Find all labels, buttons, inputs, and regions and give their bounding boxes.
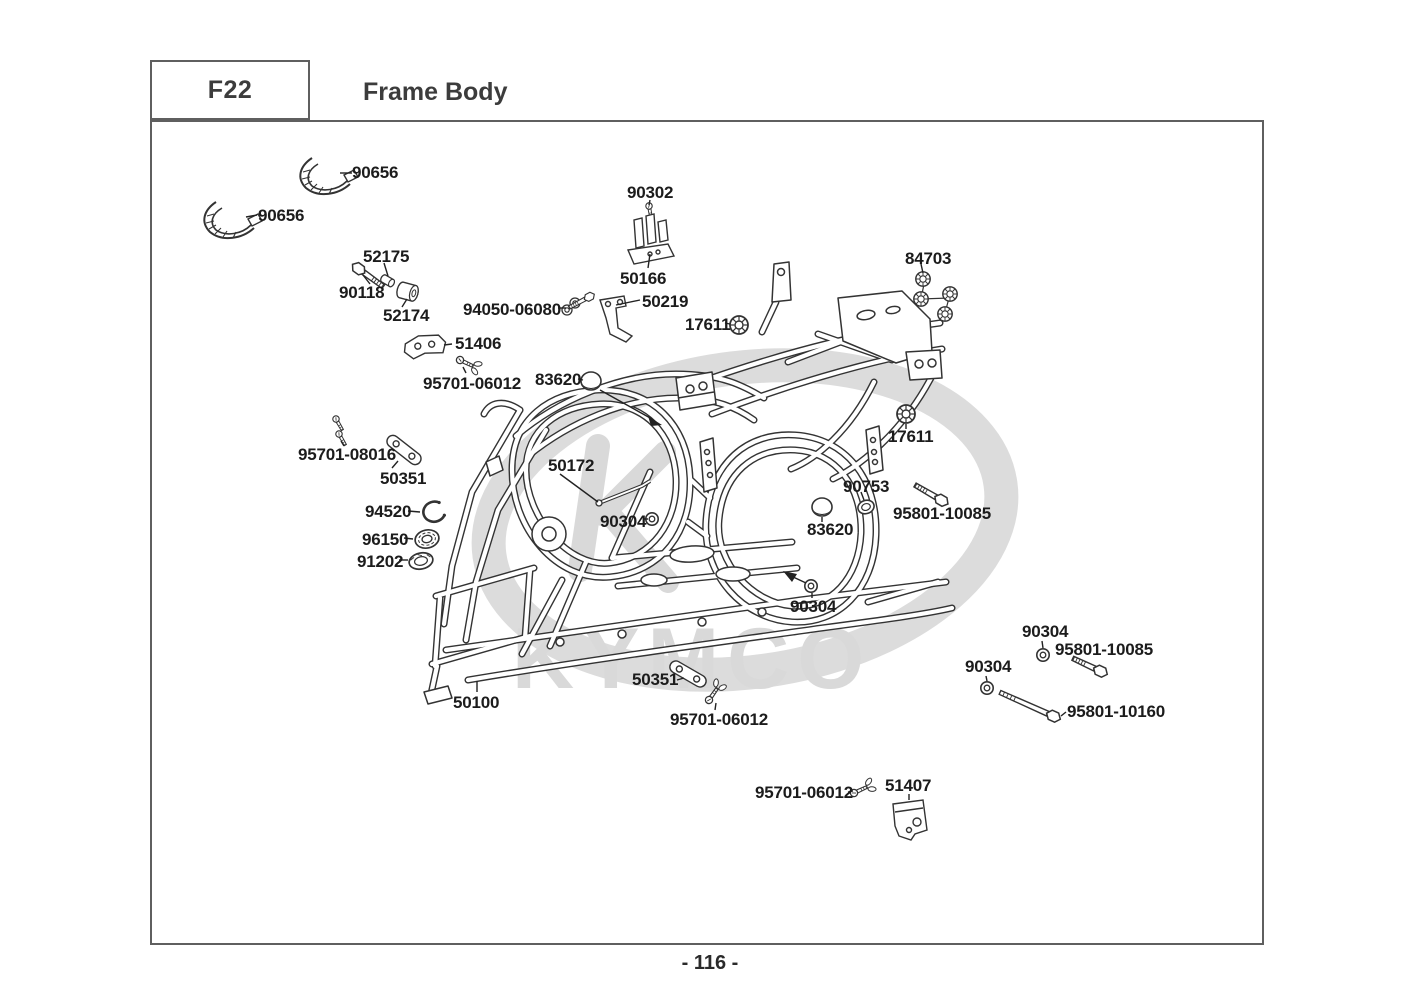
part-label-84703: 84703 [905,249,952,268]
section-code-box: F22 [150,60,310,120]
part-label-50166: 50166 [620,269,667,288]
part-label-95701-06012-2: 95701-06012 [670,710,769,729]
part-label-95801-10085-2: 95801-10085 [1055,640,1154,659]
part-label-90753: 90753 [843,477,890,496]
part-label-52175: 52175 [363,247,410,266]
plug-glyph-83620 [811,497,833,517]
clip-screw-glyph-95701-06012 [453,351,484,377]
seal-glyph-91202 [406,549,436,573]
part-label-50219: 50219 [642,292,689,311]
arrowheads [648,416,797,582]
cable-tie-glyph [299,157,359,196]
bushing-glyph-52174 [394,280,421,303]
part-label-90302: 90302 [627,183,674,202]
part-label-90656-2: 90656 [258,206,305,225]
part-label-83620-2: 83620 [807,520,854,539]
part-label-91202: 91202 [357,552,404,571]
plug-glyph-83620 [580,371,602,391]
part-label-95701-08016: 95701-08016 [298,445,397,464]
part-label-90304-4: 90304 [965,657,1012,676]
part-label-17611-1: 17611 [685,315,731,334]
part-label-94520: 94520 [365,502,412,521]
part-label-52174: 52174 [383,306,430,325]
leader-lines [245,172,1067,800]
part-label-95801-10160: 95801-10160 [1067,702,1166,721]
cable-tie-glyph [203,201,263,240]
part-label-90118: 90118 [339,283,385,302]
bearing-glyph-96150 [412,526,442,552]
part-label-51406: 51406 [455,334,502,353]
nut-glyph-90304 [979,680,995,696]
section-code: F22 [207,75,253,104]
stay-bar-50172 [595,479,652,507]
page-title: Frame Body [363,78,508,106]
grommet-glyph-17611 [729,315,749,335]
circlip-glyph-94520 [420,498,449,526]
page-number: - 116 - [681,952,739,974]
bracket-glyph-51406 [403,334,447,360]
part-label-83620-1: 83620 [535,370,582,389]
nut-glyph-90304 [1036,647,1050,663]
part-label-96150: 96150 [362,530,409,549]
part-label-50351-1: 50351 [380,469,427,488]
screw-glyph-95701-08016 [331,414,346,433]
grommet-glyph-17611 [896,404,916,424]
part-label-90304-3: 90304 [1022,622,1069,641]
part-label-90656-1: 90656 [352,163,399,182]
part-label-17611-2: 17611 [888,427,934,446]
nut-glyph-90304 [803,578,819,594]
bracket-glyph-50351 [669,660,707,688]
part-label-51407: 51407 [885,776,932,795]
grommet-set-glyph-84703 [913,271,958,322]
diagram-border [150,120,1264,945]
kymco-watermark-logo: KYMCO [471,348,1019,707]
part-label-50351-2: 50351 [632,670,679,689]
bracket-glyph-50166 [626,213,676,265]
part-label-95801-10085-1: 95801-10085 [893,504,992,523]
bolt-glyph-95801-10160 [997,687,1064,725]
bracket-glyph-50351 [386,434,422,466]
part-label-90304-1: 90304 [600,512,647,531]
bracket-glyph-51407 [892,799,928,841]
part-label-95701-06012-1: 95701-06012 [423,374,522,393]
part-label-50100: 50100 [453,693,500,712]
part-label-95701-06012-3: 95701-06012 [755,783,854,802]
part-label-94050-06080: 94050-06080 [463,300,562,319]
part-label-50172: 50172 [548,456,595,475]
part-label-90304-2: 90304 [790,597,837,616]
frame-plates [423,261,943,705]
